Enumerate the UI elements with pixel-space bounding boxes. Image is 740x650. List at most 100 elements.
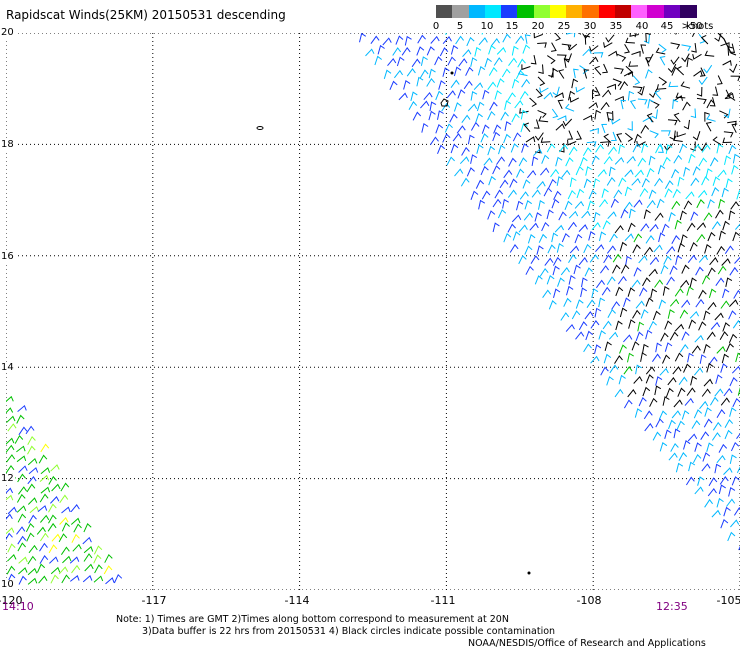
wind-barb <box>552 256 562 266</box>
wind-barb <box>511 45 519 56</box>
wind-barb <box>39 493 49 503</box>
lon-label: -117 <box>141 594 167 607</box>
wind-barb <box>512 231 521 241</box>
wind-barb <box>608 166 616 177</box>
wind-barb <box>629 33 639 37</box>
wind-barb <box>725 342 734 353</box>
wind-barb <box>627 222 636 232</box>
wind-barb <box>633 133 642 144</box>
wind-barb <box>26 532 35 542</box>
wind-barb <box>551 198 560 209</box>
legend-tick: 45 <box>660 21 674 32</box>
wind-barb <box>537 109 547 118</box>
wind-barb <box>543 91 554 100</box>
wind-barb <box>601 286 611 296</box>
wind-barb <box>632 309 641 319</box>
wind-barb <box>585 330 594 341</box>
wind-barb <box>502 198 509 209</box>
wind-barb <box>609 233 618 243</box>
wind-barb <box>588 102 599 109</box>
wind-barb <box>645 235 655 244</box>
wind-barb <box>716 497 724 508</box>
wind-barb <box>654 177 663 187</box>
wind-barb <box>717 75 723 85</box>
wind-barb <box>673 135 683 142</box>
wind-barb <box>534 275 543 285</box>
wind-barb <box>536 180 546 189</box>
wind-barb <box>39 555 49 564</box>
wind-barb <box>724 429 733 440</box>
wind-barb <box>514 100 524 109</box>
wind-barb <box>664 180 674 190</box>
wind-barb <box>597 169 607 177</box>
lat-label-10: 10 <box>0 579 15 590</box>
wind-barb <box>643 410 653 420</box>
wind-barb <box>6 395 14 403</box>
wind-barb <box>631 177 641 186</box>
wind-barb <box>6 464 15 474</box>
wind-barb <box>492 198 502 208</box>
wind-barb <box>498 144 506 155</box>
lon-label: -114 <box>284 594 310 607</box>
wind-barb <box>730 441 740 452</box>
wind-barb <box>639 187 649 197</box>
wind-barb <box>703 378 713 387</box>
wind-barb <box>560 267 570 276</box>
wind-barb <box>701 463 711 472</box>
wind-barb <box>681 44 692 52</box>
wind-barb <box>637 85 645 96</box>
wind-barb <box>682 101 691 111</box>
wind-barb <box>732 397 740 408</box>
wind-barb <box>629 99 636 110</box>
wind-barb <box>628 208 636 219</box>
wind-barb <box>16 414 25 424</box>
wind-barb <box>539 267 549 277</box>
wind-barb <box>618 144 625 154</box>
wind-barb <box>567 221 577 231</box>
wind-barb <box>582 33 591 39</box>
wind-barb <box>522 179 531 189</box>
wind-barb <box>394 69 404 79</box>
wind-barb <box>417 34 426 44</box>
wind-barb <box>578 224 588 232</box>
wind-barb <box>6 532 13 541</box>
wind-barb <box>683 200 693 210</box>
wind-barb <box>668 81 679 88</box>
wind-barb <box>687 254 697 264</box>
wind-barb <box>533 119 540 129</box>
wind-barb <box>509 244 519 253</box>
wind-barb <box>377 44 385 55</box>
wind-barb <box>518 255 527 265</box>
wind-barb <box>7 554 17 562</box>
wind-barb <box>457 89 466 99</box>
wind-barb <box>674 288 684 297</box>
wind-barb <box>474 46 482 57</box>
wind-barb <box>416 46 425 56</box>
wind-barb <box>633 75 641 85</box>
wind-barb <box>632 143 641 153</box>
wind-barb <box>721 258 731 266</box>
time-start-label: 14:10 <box>2 600 34 613</box>
wind-barb <box>470 190 479 200</box>
wind-barb <box>686 222 696 232</box>
wind-barb <box>25 425 35 435</box>
wind-barb <box>681 410 690 420</box>
wind-barb <box>695 298 705 308</box>
wind-barb <box>594 65 602 76</box>
wind-barb <box>576 130 582 140</box>
wind-barb <box>707 301 717 311</box>
wind-barb <box>396 56 405 67</box>
wind-barb <box>503 133 511 144</box>
wind-barb <box>711 221 721 230</box>
wind-barb <box>643 246 654 256</box>
wind-barb <box>615 320 623 331</box>
wind-barb <box>638 396 647 407</box>
wind-barb <box>6 454 16 463</box>
wind-barb <box>673 95 683 102</box>
wind-barb <box>542 289 552 298</box>
wind-barb <box>679 210 687 221</box>
wind-barb <box>684 397 694 406</box>
wind-barb <box>27 445 36 455</box>
wind-barb <box>501 68 511 78</box>
wind-barb <box>708 356 718 365</box>
